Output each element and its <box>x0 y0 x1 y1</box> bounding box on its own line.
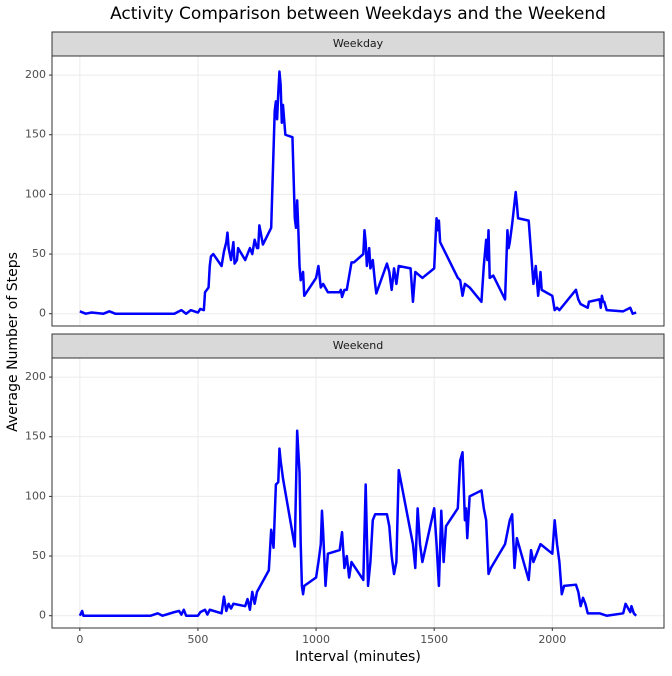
y-tick-label: 150 <box>25 430 46 443</box>
x-axis-label: Interval (minutes) <box>295 649 421 665</box>
y-tick-label: 0 <box>39 307 46 320</box>
y-tick-label: 200 <box>25 68 46 81</box>
data-line <box>79 70 637 315</box>
y-tick-label: 50 <box>32 247 46 260</box>
y-tick-label: 0 <box>39 609 46 622</box>
panel-border <box>51 357 665 629</box>
data-line <box>78 429 638 617</box>
x-tick-label: 0 <box>76 633 83 646</box>
panel-border <box>51 55 665 327</box>
x-tick-label: 500 <box>187 633 208 646</box>
y-tick-label: 150 <box>25 128 46 141</box>
x-tick-label: 2000 <box>538 633 566 646</box>
facet-strip <box>51 31 665 57</box>
y-tick-label: 100 <box>25 489 46 502</box>
x-tick-label: 1000 <box>302 633 330 646</box>
chart-title: Activity Comparison between Weekdays and… <box>110 4 606 24</box>
y-tick-label: 100 <box>25 187 46 200</box>
y-tick-label: 50 <box>32 549 46 562</box>
y-tick-label: 200 <box>25 370 46 383</box>
x-tick-label: 1500 <box>420 633 448 646</box>
facet-label: Weekday <box>333 37 384 50</box>
facet-label: Weekend <box>333 339 383 352</box>
y-axis-label: Average Number of Steps <box>5 252 21 432</box>
